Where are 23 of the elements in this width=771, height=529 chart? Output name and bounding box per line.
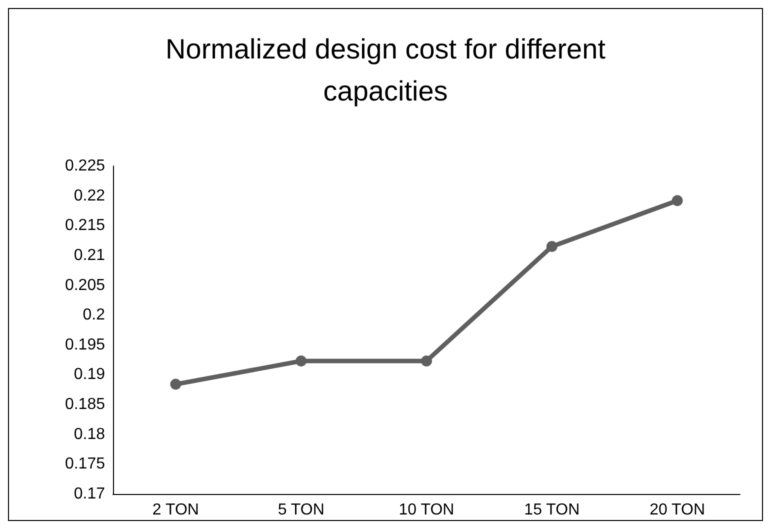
y-tick-label: 0.17: [74, 486, 106, 502]
y-tick-label: 0.195: [64, 336, 106, 354]
point: [296, 356, 307, 367]
point: [672, 195, 683, 206]
chart-title: Normalized design cost for different capacities: [166, 34, 606, 106]
x-tick-label: 5 TON: [278, 502, 324, 518]
y-tick-label: 0.225: [64, 158, 106, 174]
x-tick-label: 20 TON: [650, 502, 706, 518]
y-tick-label: 0.22: [74, 187, 106, 204]
y-tick-label: 0.21: [74, 246, 106, 264]
y-tick-label: 0.205: [64, 276, 106, 294]
x-tick-label: 15 TON: [524, 502, 580, 518]
y-tick-label: 0.2: [82, 306, 106, 324]
y-tick-label: 0.185: [64, 396, 106, 414]
point: [170, 378, 182, 390]
y-tick-label: 0.19: [74, 366, 106, 384]
x-tick-label: 10 TON: [398, 502, 454, 518]
y-tick-label: 0.18: [74, 426, 106, 443]
x-tick-label: 2 TON: [152, 502, 199, 518]
point: [421, 356, 432, 367]
y-tick-label: 0.215: [64, 217, 106, 234]
point: [546, 241, 558, 252]
y-tick-label: 0.175: [64, 456, 106, 473]
